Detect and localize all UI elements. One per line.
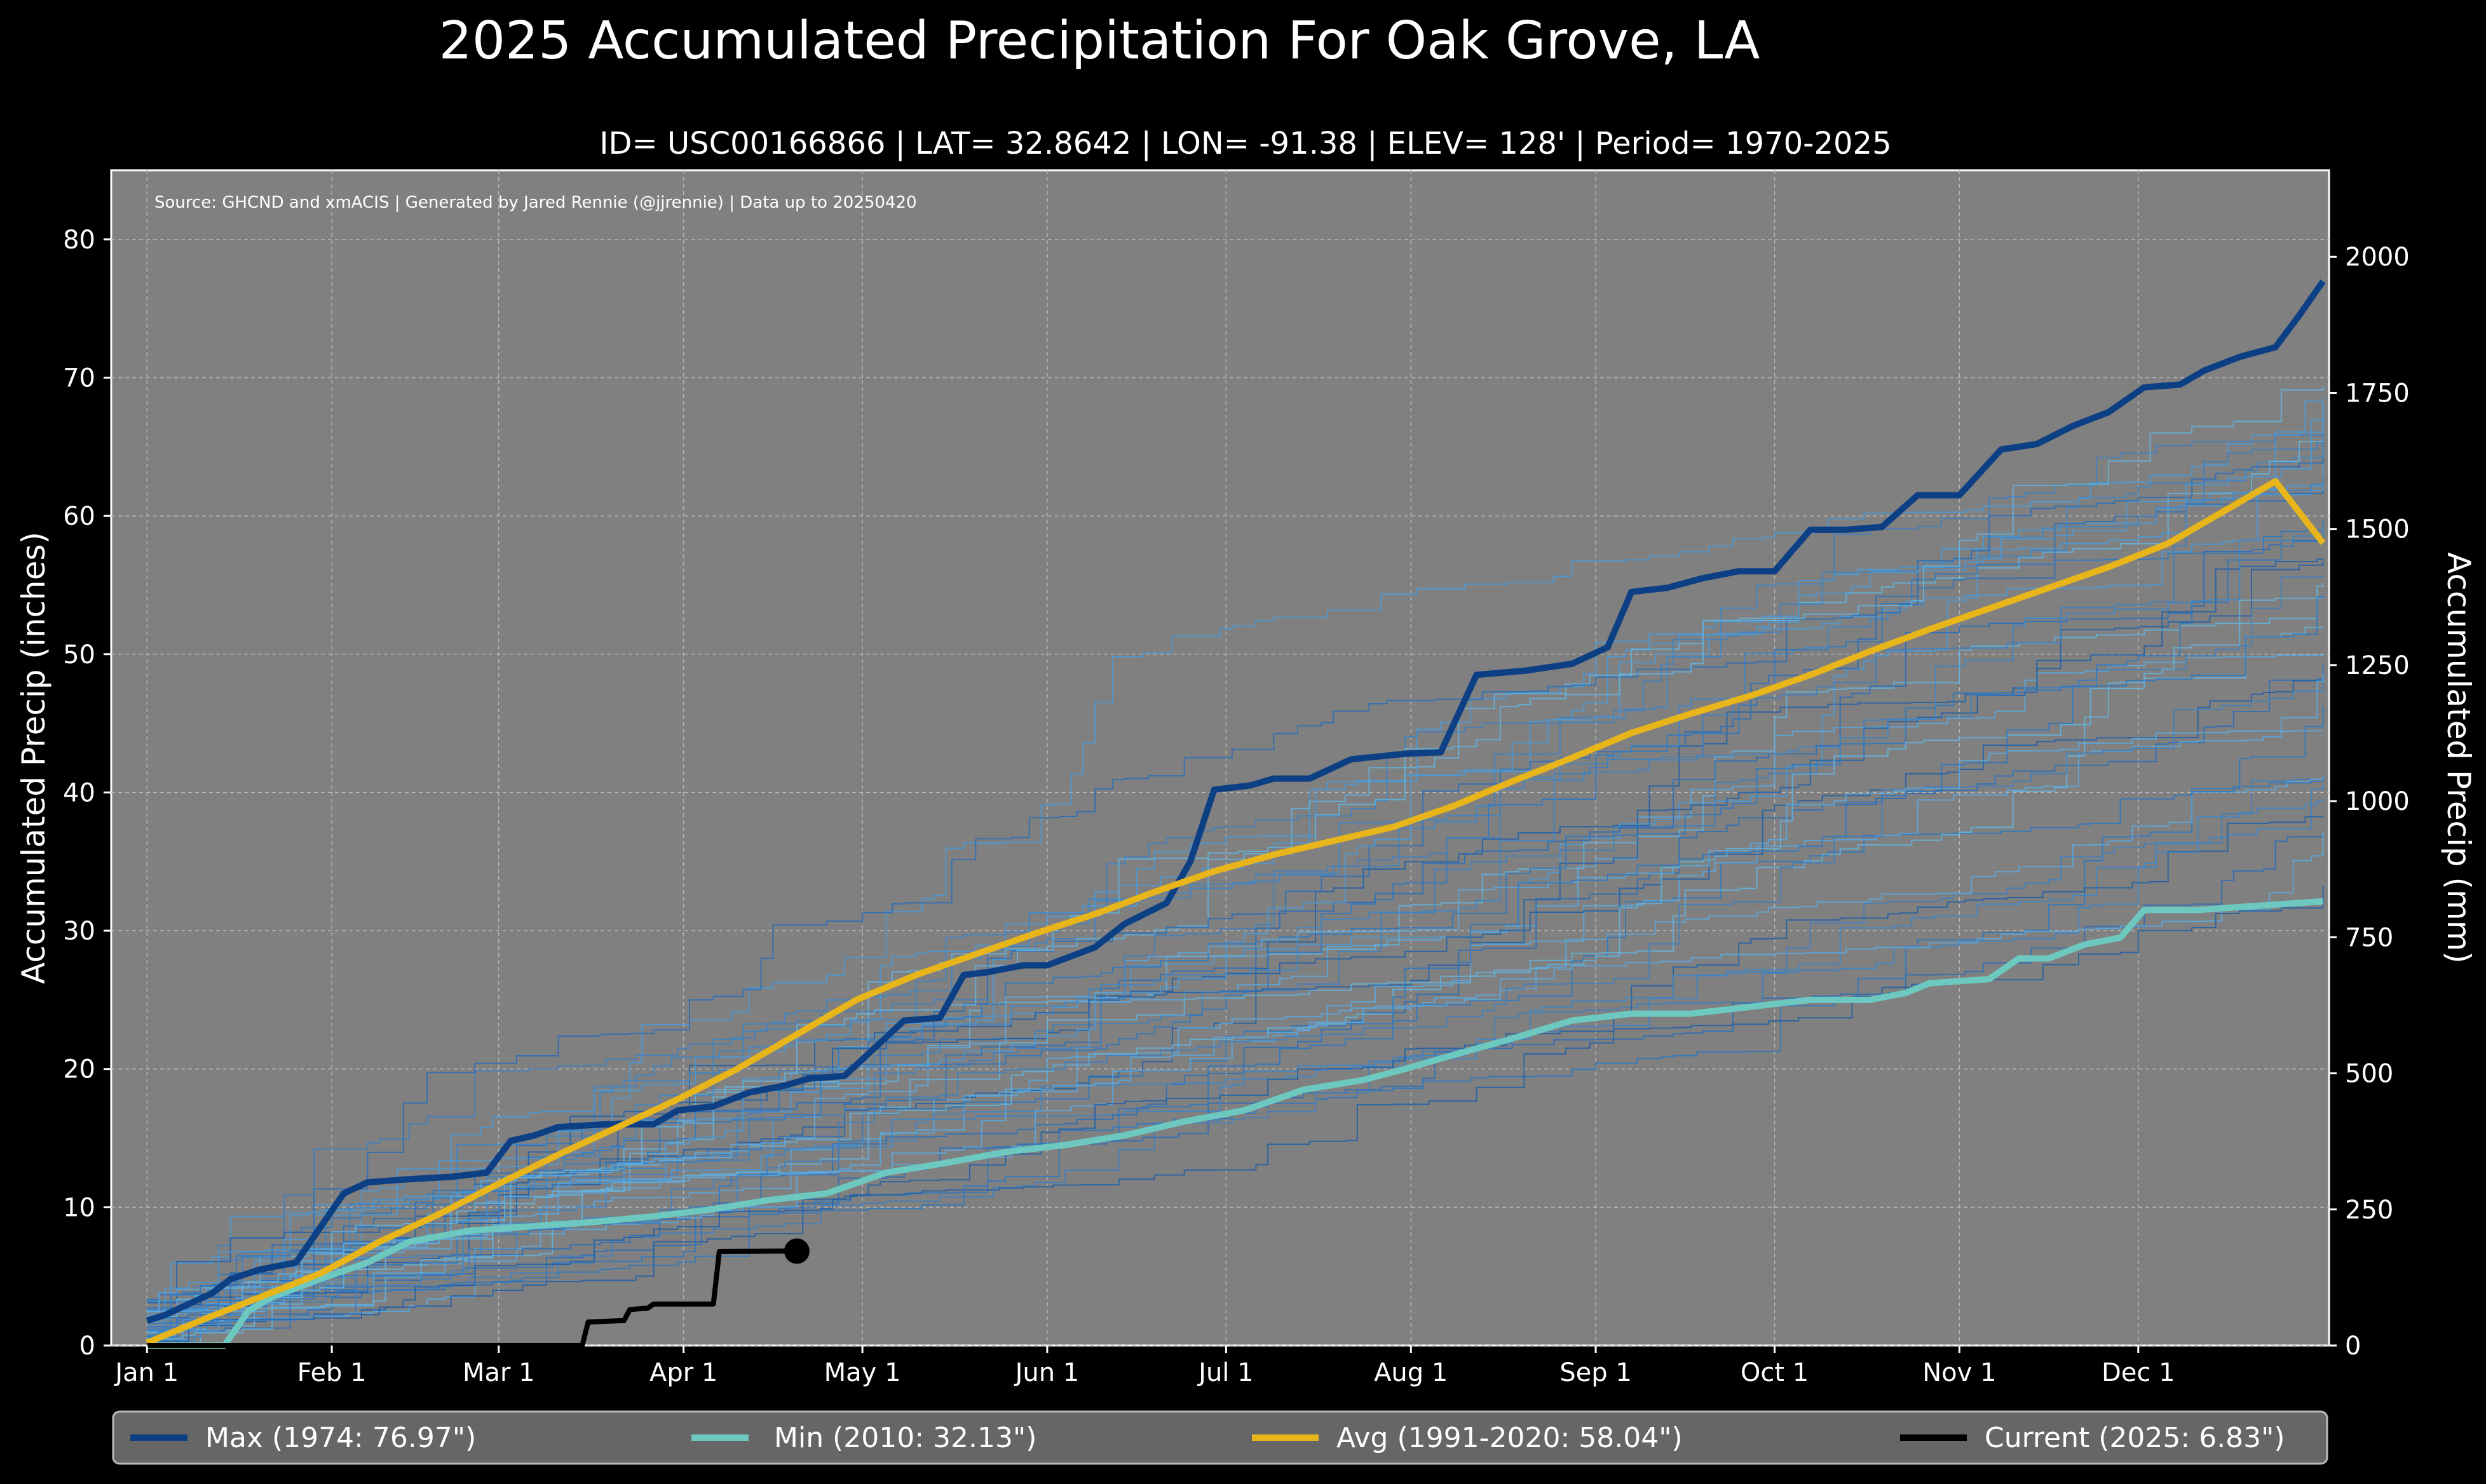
source-note: Source: GHCND and xmACIS | Generated by … (154, 193, 917, 212)
historical-year-line (147, 595, 2324, 1337)
x-tick-label: Jul 1 (1197, 1358, 1253, 1387)
historical-year-line (147, 398, 2324, 1341)
chart-subtitle: ID= USC00166866 | LAT= 32.8642 | LON= -9… (599, 126, 1891, 161)
x-tick-label: May 1 (824, 1358, 901, 1387)
legend-item-max: Max (1974: 76.97") (130, 1422, 476, 1454)
y-right-tick-label: 1500 (2345, 515, 2410, 544)
y-right-tick-label: 1250 (2345, 651, 2410, 680)
historical-years-lines (147, 386, 2324, 1346)
y-right-tick-label: 250 (2345, 1196, 2393, 1225)
y-right-tick-label: 750 (2345, 923, 2393, 952)
x-tick-label: Sep 1 (1559, 1358, 1632, 1387)
x-axis: Jan 1 Feb 1 Mar 1 Apr 1 May 1 Jun 1 Jul 1 Aug 1… (113, 1346, 2175, 1387)
y-axis-right: 0 250 500 750 1000 1250 1500 1750 2000 (2329, 243, 2410, 1361)
legend-item-avg: Avg (1991-2020: 58.04") (1252, 1422, 1683, 1454)
historical-year-line (147, 457, 2324, 1318)
y-right-tick-label: 500 (2345, 1060, 2393, 1089)
y-right-tick-label: 2000 (2345, 243, 2410, 272)
historical-year-line (147, 403, 2324, 1328)
current-endpoint-marker (784, 1238, 810, 1264)
x-tick-label: Nov 1 (1922, 1358, 1996, 1387)
historical-year-line (147, 527, 2324, 1331)
y-tick-label: 60 (63, 502, 95, 531)
y-axis-label-left: Accumulated Precip (inches) (15, 532, 52, 984)
y-tick-label: 70 (63, 363, 95, 393)
y-tick-label: 40 (63, 778, 95, 807)
historical-year-line (147, 439, 2324, 1319)
historical-year-line (147, 403, 2324, 1332)
y-tick-label: 30 (63, 917, 95, 946)
x-tick-label: Jun 1 (1014, 1358, 1080, 1387)
y-right-tick-label: 0 (2345, 1332, 2361, 1361)
y-tick-label: 20 (63, 1055, 95, 1084)
y-axis-left: 0 10 20 30 40 50 60 70 80 (63, 226, 111, 1361)
x-tick-label: Aug 1 (1374, 1358, 1448, 1387)
historical-year-line (147, 480, 2324, 1315)
historical-year-line (147, 386, 2324, 1318)
y-tick-label: 80 (63, 226, 95, 255)
legend-label-avg: Avg (1991-2020: 58.04") (1336, 1422, 1683, 1454)
legend-item-current: Current (2025: 6.83") (1900, 1422, 2285, 1454)
x-tick-label: Dec 1 (2102, 1358, 2175, 1387)
y-tick-label: 0 (79, 1332, 95, 1361)
series-line-current (147, 1248, 797, 1348)
x-tick-label: Apr 1 (649, 1358, 717, 1387)
x-tick-label: Jan 1 (113, 1358, 179, 1387)
legend-label-max: Max (1974: 76.97") (205, 1422, 476, 1454)
y-tick-label: 50 (63, 640, 95, 670)
legend-item-min: Min (2010: 32.13") (691, 1422, 1036, 1454)
y-tick-label: 10 (63, 1193, 95, 1222)
historical-year-line (147, 832, 2324, 1312)
historical-year-line (147, 411, 2324, 1323)
chart-title: 2025 Accumulated Precipitation For Oak G… (439, 11, 1760, 71)
historical-year-line (147, 664, 2324, 1318)
series-layer (146, 279, 2326, 1349)
historical-year-line (147, 779, 2324, 1311)
legend-box (112, 1410, 2328, 1465)
series-line-min (147, 898, 2323, 1349)
historical-year-line (147, 575, 2324, 1325)
historical-year-line (147, 597, 2324, 1339)
series-line-avg (146, 478, 2326, 1346)
x-tick-label: Oct 1 (1741, 1358, 1809, 1387)
historical-year-line (147, 816, 2324, 1328)
historical-year-line (147, 435, 2324, 1331)
legend: Max (1974: 76.97") Min (2010: 32.13") Av… (112, 1410, 2328, 1465)
y-axis-label-right: Accumulated Precip (mm) (2440, 552, 2477, 964)
x-tick-label: Feb 1 (297, 1358, 367, 1387)
historical-year-line (147, 798, 2324, 1302)
historical-year-line (147, 674, 2324, 1312)
legend-label-current: Current (2025: 6.83") (1985, 1422, 2285, 1454)
y-right-tick-label: 1000 (2345, 787, 2410, 816)
y-right-tick-label: 1750 (2345, 379, 2410, 408)
x-tick-label: Mar 1 (463, 1358, 535, 1387)
legend-label-min: Min (2010: 32.13") (774, 1422, 1036, 1454)
